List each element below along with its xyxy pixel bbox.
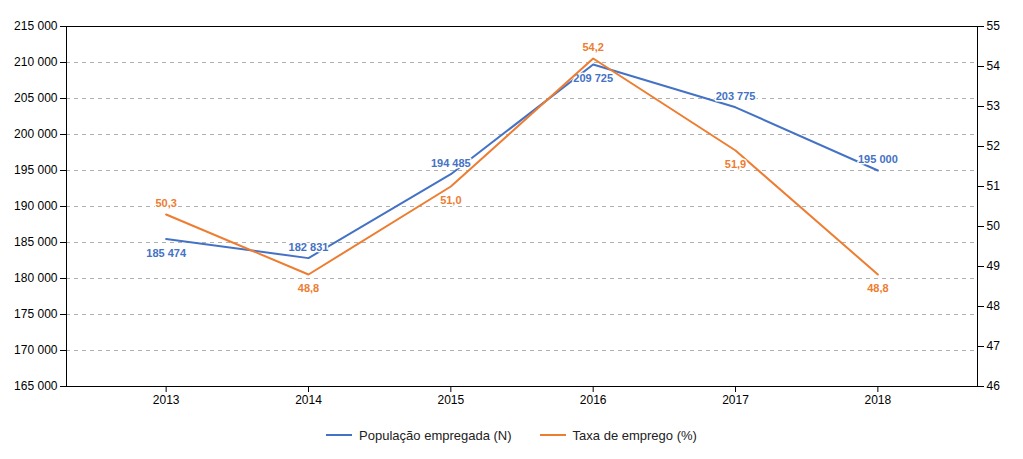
svg-text:53: 53 — [987, 99, 1001, 113]
svg-text:52: 52 — [987, 139, 1001, 153]
svg-text:2014: 2014 — [295, 393, 322, 407]
svg-text:54: 54 — [987, 59, 1001, 73]
svg-text:205 000: 205 000 — [14, 91, 58, 105]
svg-text:55: 55 — [987, 19, 1001, 33]
svg-text:185 474: 185 474 — [146, 247, 187, 259]
svg-text:54,2: 54,2 — [582, 41, 603, 53]
svg-text:51: 51 — [987, 179, 1001, 193]
svg-text:49: 49 — [987, 259, 1001, 273]
svg-text:2013: 2013 — [153, 393, 180, 407]
svg-text:170 000: 170 000 — [14, 343, 58, 357]
svg-text:185 000: 185 000 — [14, 235, 58, 249]
svg-text:200 000: 200 000 — [14, 127, 58, 141]
svg-text:46: 46 — [987, 379, 1001, 393]
svg-text:47: 47 — [987, 339, 1001, 353]
svg-text:215 000: 215 000 — [14, 19, 58, 33]
svg-text:51,0: 51,0 — [440, 194, 461, 206]
svg-text:50: 50 — [987, 219, 1001, 233]
svg-text:210 000: 210 000 — [14, 55, 58, 69]
svg-text:209 725: 209 725 — [573, 72, 613, 84]
svg-text:48: 48 — [987, 299, 1001, 313]
svg-text:194 485: 194 485 — [431, 157, 471, 169]
svg-text:2017: 2017 — [722, 393, 749, 407]
svg-text:50,3: 50,3 — [155, 197, 176, 209]
svg-text:190 000: 190 000 — [14, 199, 58, 213]
svg-text:165 000: 165 000 — [14, 379, 58, 393]
svg-text:48,8: 48,8 — [298, 282, 319, 294]
html-text:Taxa de emprego (%): Taxa de emprego (%) — [572, 427, 697, 443]
svg-text:2016: 2016 — [580, 393, 607, 407]
svg-text:180 000: 180 000 — [14, 271, 58, 285]
svg-text:48,8: 48,8 — [867, 282, 888, 294]
svg-text:2015: 2015 — [437, 393, 464, 407]
svg-text:182 831: 182 831 — [289, 241, 329, 253]
svg-text:195 000: 195 000 — [858, 153, 898, 165]
svg-text:2018: 2018 — [865, 393, 892, 407]
svg-text:175 000: 175 000 — [14, 307, 58, 321]
svg-text:51,9: 51,9 — [725, 158, 746, 170]
svg-text:203 775: 203 775 — [716, 90, 756, 102]
svg-text:195 000: 195 000 — [14, 163, 58, 177]
html-text:População empregada (N): População empregada (N) — [359, 427, 512, 443]
